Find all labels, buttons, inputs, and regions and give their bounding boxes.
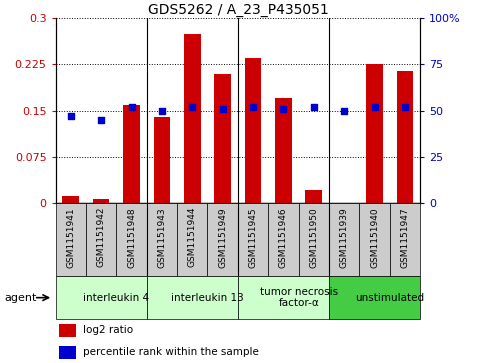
Bar (154, 117, 170, 203)
Bar (359, 203, 390, 276)
Point (371, 104, 379, 110)
Bar (56, 276, 147, 319)
Point (219, 106, 227, 112)
Bar (245, 58, 261, 203)
Bar (62, 196, 79, 203)
Text: GSM1151941: GSM1151941 (66, 207, 75, 268)
Bar (184, 33, 200, 203)
Bar (329, 203, 359, 276)
Text: GSM1151950: GSM1151950 (309, 207, 318, 268)
Point (401, 104, 409, 110)
Bar (147, 276, 238, 319)
Text: tumor necrosis
factor-α: tumor necrosis factor-α (259, 287, 338, 309)
Bar (397, 71, 413, 203)
Text: GSM1151942: GSM1151942 (97, 207, 106, 268)
Text: GSM1151946: GSM1151946 (279, 207, 288, 268)
Bar (390, 203, 420, 276)
Point (67, 113, 74, 119)
Title: GDS5262 / A_23_P435051: GDS5262 / A_23_P435051 (147, 3, 328, 17)
Text: GSM1151948: GSM1151948 (127, 207, 136, 268)
Text: GSM1151949: GSM1151949 (218, 207, 227, 268)
Text: GSM1151945: GSM1151945 (249, 207, 257, 268)
Bar (123, 105, 140, 203)
Bar (238, 203, 268, 276)
Bar (305, 190, 322, 203)
Bar (214, 74, 231, 203)
Text: GSM1151943: GSM1151943 (157, 207, 167, 268)
Point (188, 104, 196, 110)
Point (341, 108, 348, 114)
Bar (93, 199, 110, 203)
Bar (329, 276, 420, 319)
Bar (177, 203, 208, 276)
Point (280, 106, 287, 112)
Text: unstimulated: unstimulated (355, 293, 425, 303)
Bar (86, 203, 116, 276)
Bar (238, 276, 329, 319)
Bar (275, 98, 292, 203)
Bar (268, 203, 298, 276)
Text: GSM1151947: GSM1151947 (400, 207, 410, 268)
Point (249, 104, 257, 110)
Bar (147, 203, 177, 276)
Text: percentile rank within the sample: percentile rank within the sample (83, 347, 259, 357)
Point (158, 108, 166, 114)
Point (310, 104, 318, 110)
Text: GSM1151940: GSM1151940 (370, 207, 379, 268)
Text: interleukin 13: interleukin 13 (171, 293, 244, 303)
Text: interleukin 4: interleukin 4 (83, 293, 149, 303)
Bar (208, 203, 238, 276)
Bar (116, 203, 147, 276)
Text: agent: agent (5, 293, 37, 303)
Bar (59, 346, 76, 359)
Bar (56, 203, 86, 276)
Text: GSM1151939: GSM1151939 (340, 207, 349, 268)
Point (128, 104, 135, 110)
Point (97, 117, 105, 123)
Bar (59, 324, 76, 337)
Text: log2 ratio: log2 ratio (83, 325, 133, 335)
Bar (366, 65, 383, 203)
Bar (298, 203, 329, 276)
Text: GSM1151944: GSM1151944 (188, 207, 197, 268)
